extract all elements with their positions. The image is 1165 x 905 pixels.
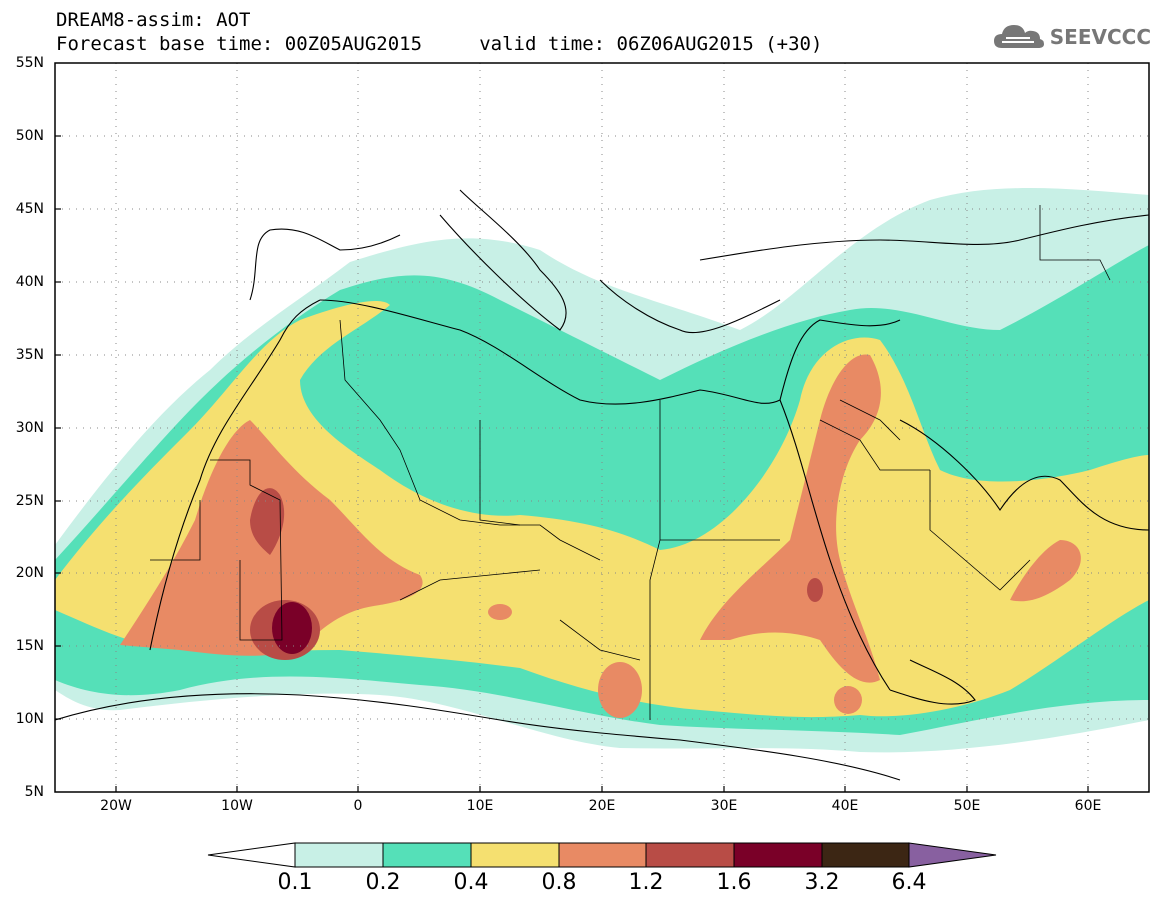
lon-label: 50E — [953, 798, 981, 814]
map-title: DREAM8-assim: AOT — [56, 9, 251, 31]
country-borders — [150, 205, 1111, 720]
colorbar-swatch-2 — [470, 842, 560, 868]
forecast-times: Forecast base time: 00Z05AUG2015 valid t… — [56, 33, 823, 55]
aot-contour-0.8 — [700, 354, 881, 683]
colorbar-label: 0.8 — [541, 870, 577, 895]
lat-label: 30N — [15, 420, 44, 436]
lat-label: 10N — [15, 711, 44, 727]
aot-contour-0.8 — [488, 604, 512, 620]
coastlines — [55, 189, 1149, 781]
colorbar — [207, 842, 997, 868]
aot-contour-1.2 — [807, 578, 823, 602]
lon-label: 10W — [221, 798, 253, 814]
aot-contour-1.2 — [250, 488, 285, 555]
lon-label: 10E — [466, 798, 494, 814]
lon-label: 20E — [588, 798, 616, 814]
lon-label: 30E — [710, 798, 738, 814]
colorbar-label: 0.2 — [365, 870, 401, 895]
lon-label: 20W — [100, 798, 132, 814]
colorbar-swatch-6 — [821, 842, 910, 868]
aot-contour-1.6 — [272, 602, 312, 654]
lat-label: 45N — [15, 201, 44, 217]
lat-label: 35N — [15, 347, 44, 363]
colorbar-swatch-1 — [382, 842, 472, 868]
colorbar-label: 1.2 — [628, 870, 664, 895]
lat-label: 15N — [15, 638, 44, 654]
lon-label: 60E — [1074, 798, 1102, 814]
colorbar-label: 0.4 — [453, 870, 489, 895]
axis-ticks — [55, 135, 1089, 792]
lat-label: 50N — [15, 128, 44, 144]
cloud-icon — [993, 25, 1044, 48]
colorbar-label: 3.2 — [804, 870, 840, 895]
colorbar-label: 6.4 — [891, 870, 927, 895]
lat-label: 40N — [15, 274, 44, 290]
logo-text: SEEVCCC — [1049, 25, 1151, 49]
colorbar-swatch-3 — [558, 842, 647, 868]
colorbar-swatch-4 — [645, 842, 735, 868]
lon-label: 40E — [831, 798, 859, 814]
colorbar-swatch-0 — [294, 842, 384, 868]
colorbar-over-arrow — [908, 842, 997, 868]
colorbar-label: 0.1 — [277, 870, 313, 895]
lon-label: 0 — [353, 798, 363, 814]
lat-label: 25N — [15, 493, 44, 509]
colorbar-swatch-5 — [733, 842, 823, 868]
seevccc-logo: SEEVCCC — [992, 22, 1151, 52]
lat-label: 55N — [15, 55, 44, 71]
lat-label: 5N — [24, 784, 44, 800]
aot-contour-0.8 — [1010, 540, 1081, 602]
aot-contour-0.8 — [834, 686, 862, 714]
lat-label: 20N — [15, 565, 44, 581]
colorbar-label: 1.6 — [716, 870, 752, 895]
colorbar-under-arrow — [207, 842, 296, 868]
aot-contour-0.8 — [598, 662, 642, 718]
